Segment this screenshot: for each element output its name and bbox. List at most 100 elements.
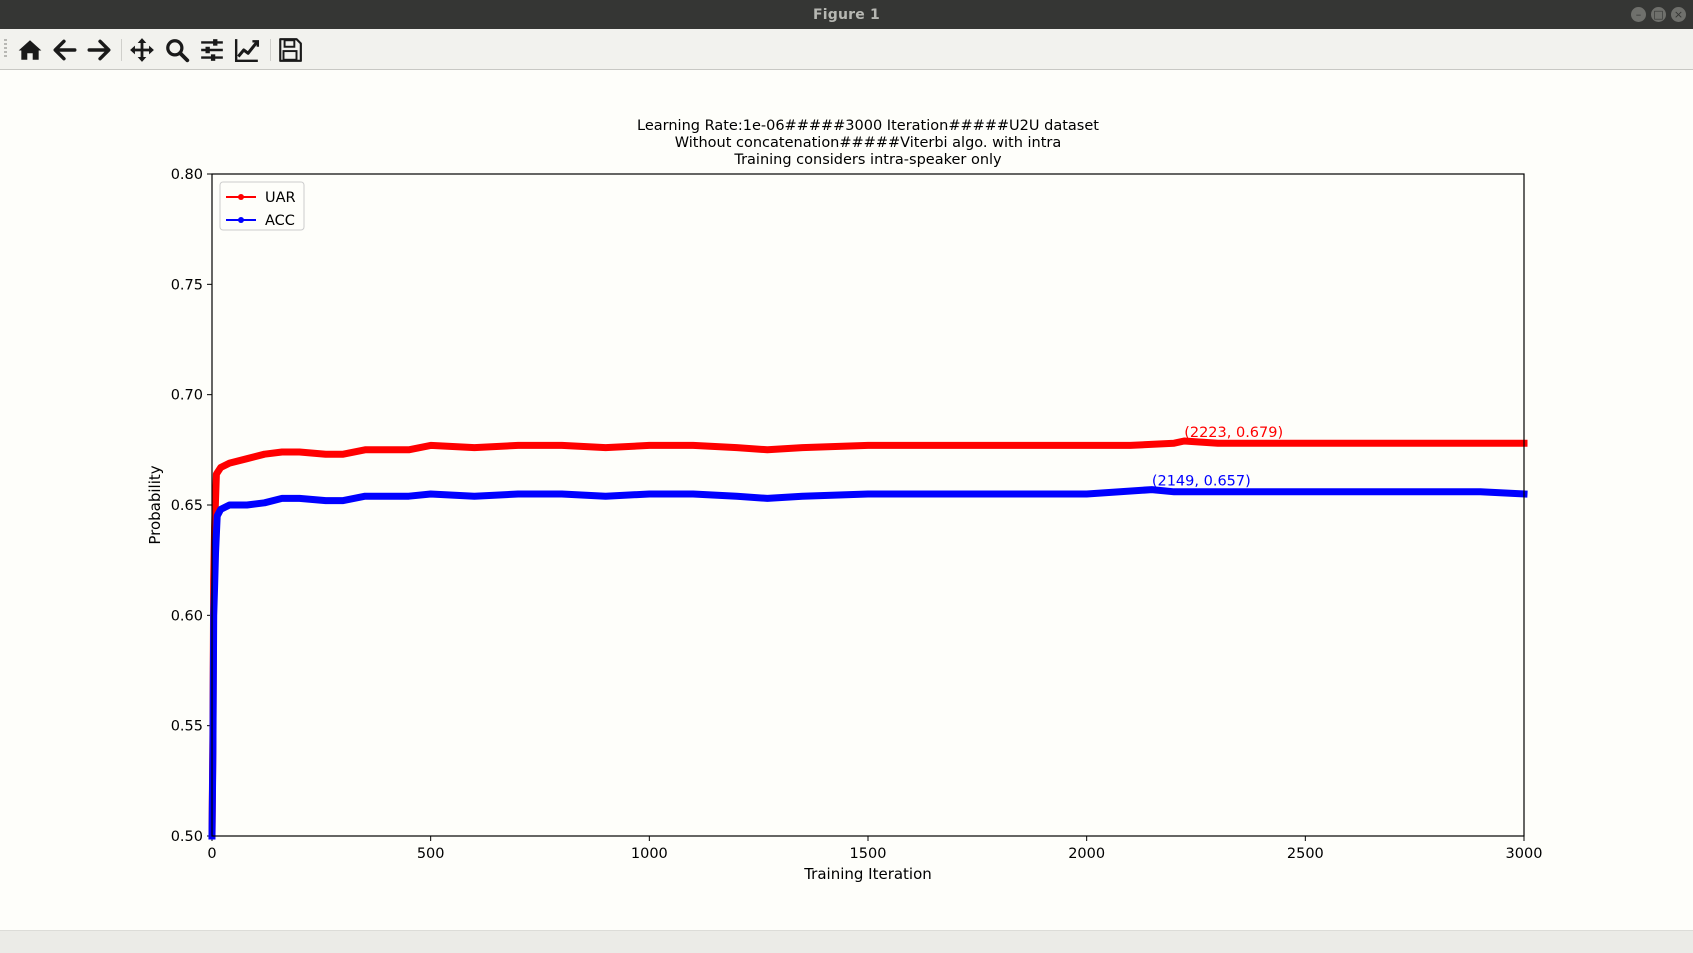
save-figure-button[interactable] <box>277 37 303 63</box>
y-tick-label: 0.70 <box>171 388 203 404</box>
chart-title-line: Learning Rate:1e-06#####3000 Iteration##… <box>637 118 1099 134</box>
legend-label-uar: UAR <box>265 190 296 206</box>
y-tick-label: 0.60 <box>171 608 203 624</box>
line-chart: Learning Rate:1e-06#####3000 Iteration##… <box>146 118 1543 883</box>
series-lines <box>208 437 1528 840</box>
data-point-acc <box>427 490 434 497</box>
data-point-uar <box>362 446 369 453</box>
configure-subplots-icon <box>201 39 223 61</box>
data-point-acc <box>261 499 268 506</box>
data-point-acc <box>322 497 329 504</box>
data-point-acc <box>278 495 285 502</box>
data-point-acc <box>214 513 221 520</box>
maximize-icon: □ <box>1653 8 1664 21</box>
legend-marker-acc <box>238 217 244 223</box>
minimize-window-button[interactable]: – <box>1631 7 1646 22</box>
data-point-uar <box>764 446 771 453</box>
data-point-uar <box>690 442 697 449</box>
edit-axis-curve-icon <box>234 39 260 63</box>
home-button[interactable] <box>17 37 43 63</box>
save-floppy-icon <box>279 38 302 62</box>
data-point-uar <box>1214 440 1221 447</box>
data-point-acc <box>733 493 740 500</box>
data-point-uar <box>1389 440 1396 447</box>
data-point-uar <box>646 442 653 449</box>
data-point-uar <box>226 460 233 467</box>
data-point-uar <box>1302 440 1309 447</box>
data-point-uar <box>865 442 871 449</box>
data-point-uar <box>1083 442 1090 449</box>
axes-frame <box>211 173 1525 837</box>
data-point-acc <box>217 506 224 513</box>
chart-title-group: Learning Rate:1e-06#####3000 Iteration##… <box>637 118 1099 168</box>
figure-canvas[interactable]: Learning Rate:1e-06#####3000 Iteration##… <box>0 70 1693 930</box>
data-point-acc <box>764 495 771 502</box>
data-point-acc <box>211 583 218 590</box>
y-tick-label: 0.75 <box>171 277 203 293</box>
close-window-button[interactable]: × <box>1671 7 1686 22</box>
data-point-acc <box>799 493 806 500</box>
zoom-magnifier-icon <box>166 39 190 63</box>
x-axis-label: Training Iteration <box>803 865 932 883</box>
data-point-uar <box>383 446 390 453</box>
annotation-label: (2223, 0.679) <box>1184 425 1283 441</box>
close-icon: × <box>1673 8 1684 21</box>
annotation-label: (2149, 0.657) <box>1152 474 1251 490</box>
x-tick-label: 0 <box>207 846 216 862</box>
data-point-uar <box>471 444 478 451</box>
data-point-uar <box>996 442 1003 449</box>
data-point-acc <box>558 490 565 497</box>
data-point-acc <box>296 495 303 502</box>
data-point-uar <box>261 451 268 458</box>
data-point-uar <box>322 451 329 458</box>
annotations: (2223, 0.679) (2149, 0.657) <box>1152 425 1283 490</box>
data-point-acc <box>602 493 609 500</box>
x-tick-label: 3000 <box>1506 846 1543 862</box>
pan-button[interactable] <box>129 37 155 63</box>
forward-arrow-icon <box>87 39 111 61</box>
data-point-acc <box>405 493 412 500</box>
data-point-acc <box>471 493 478 500</box>
window-title: Figure 1 <box>813 7 880 23</box>
data-point-uar <box>243 455 250 462</box>
axis-ticks: 0 500 1000 1500 2000 2500 3000 0.50 0.55 0.60 0.65… <box>171 167 1543 862</box>
data-point-acc <box>243 502 250 508</box>
back-button[interactable] <box>52 37 78 63</box>
data-point-acc <box>362 493 369 500</box>
chart-title-line: Without concatenation#####Viterbi algo. … <box>675 135 1062 151</box>
forward-button[interactable] <box>86 37 112 63</box>
customize-axes-button[interactable] <box>234 37 260 63</box>
zoom-button[interactable] <box>164 37 190 63</box>
data-point-acc <box>515 490 522 497</box>
data-point-uar <box>217 464 224 471</box>
series-line-uar <box>208 437 1528 840</box>
data-point-uar <box>1433 440 1440 447</box>
data-point-uar <box>278 449 285 456</box>
data-point-uar <box>515 442 522 449</box>
toolbar-grip-handle[interactable] <box>4 39 7 59</box>
data-point-acc <box>1148 486 1155 493</box>
toolbar-separator <box>121 39 122 61</box>
toolbar-separator <box>270 39 271 61</box>
data-point-uar <box>1127 442 1134 449</box>
data-point-uar <box>733 444 740 451</box>
data-point-uar <box>340 451 347 458</box>
data-point-acc <box>1083 490 1090 497</box>
configure-subplots-button[interactable] <box>199 37 225 63</box>
data-point-acc <box>212 550 219 557</box>
data-point-uar <box>1171 440 1178 447</box>
data-point-acc <box>1302 488 1309 495</box>
x-tick-label: 500 <box>417 846 445 862</box>
x-tick-label: 2500 <box>1287 846 1324 862</box>
y-tick-label: 0.80 <box>171 167 203 183</box>
maximize-window-button[interactable]: □ <box>1651 7 1666 22</box>
data-point-acc <box>690 490 697 497</box>
data-point-acc <box>908 490 915 497</box>
status-bar <box>0 930 1693 953</box>
data-point-uar <box>558 442 565 449</box>
back-arrow-icon <box>53 39 77 61</box>
y-tick-label: 0.65 <box>171 498 203 514</box>
data-point-uar <box>799 444 806 451</box>
chart-legend: UAR ACC <box>219 181 305 231</box>
navigation-toolbar <box>0 29 1693 70</box>
